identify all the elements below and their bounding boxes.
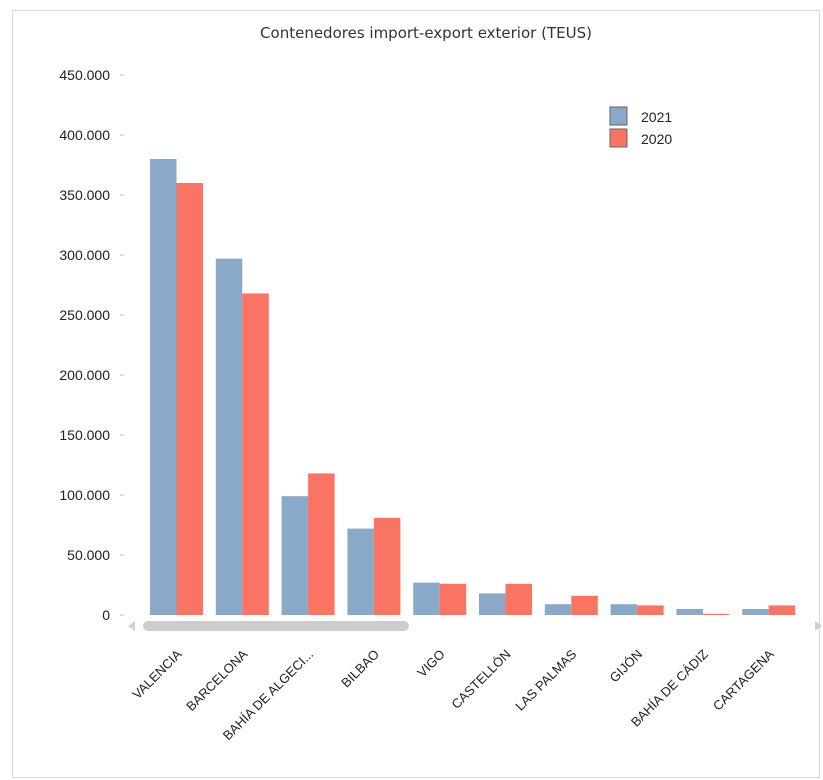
legend: 2021 2020 xyxy=(609,106,672,148)
x-tick-label: BILBAO xyxy=(338,647,382,691)
bar-2021-9[interactable] xyxy=(676,609,703,615)
chart-title: Contenedores import-export exterior (TEU… xyxy=(260,24,592,42)
y-tick-label: 0 xyxy=(102,607,110,623)
y-tick-label: 400.000 xyxy=(59,127,110,143)
x-tick-label: CARTAGENA xyxy=(710,646,777,713)
y-tick-label: 350.000 xyxy=(59,187,110,203)
legend-swatch-2021 xyxy=(609,106,628,126)
bar-2020-9[interactable] xyxy=(702,613,730,615)
y-tick-label: 100.000 xyxy=(59,487,110,503)
horizontal-scrollbar[interactable] xyxy=(128,621,822,631)
x-tick-label: VALENCIA xyxy=(129,646,185,702)
bar-2021-5[interactable] xyxy=(413,582,440,615)
bar-2020-10[interactable] xyxy=(768,605,796,615)
x-tick-label: BARCELONA xyxy=(183,646,251,714)
x-tick-label: GIJÓN xyxy=(607,647,646,686)
legend-label-2020: 2020 xyxy=(641,131,672,147)
bar-2020-1[interactable] xyxy=(176,183,204,615)
legend-swatch-2020 xyxy=(609,128,628,148)
bar-2020-7[interactable] xyxy=(571,595,598,615)
bar-2020-8[interactable] xyxy=(637,605,664,615)
chart-frame xyxy=(12,10,820,778)
y-tick-label: 50.000 xyxy=(67,547,110,563)
x-tick-label: LAS PALMAS xyxy=(512,646,579,713)
bar-2020-2[interactable] xyxy=(242,293,269,615)
scroll-left-arrow-icon[interactable] xyxy=(128,621,135,631)
bar-2021-6[interactable] xyxy=(479,593,506,615)
bar-2020-3[interactable] xyxy=(308,473,335,615)
legend-label-2021: 2021 xyxy=(641,109,672,125)
x-tick-label: VIGO xyxy=(414,647,448,681)
y-tick-label: 150.000 xyxy=(59,427,110,443)
bar-2021-7[interactable] xyxy=(544,604,572,615)
bar-2021-2[interactable] xyxy=(215,258,243,615)
y-tick-label: 250.000 xyxy=(59,307,110,323)
y-axis: 0 50.000 100.000 150.000 200.000 250.000 300.0… xyxy=(59,67,124,623)
bar-2021-10[interactable] xyxy=(742,609,769,615)
bar-2021-3[interactable] xyxy=(281,496,309,615)
bar-2021-4[interactable] xyxy=(347,528,374,615)
y-tick-label: 300.000 xyxy=(59,247,110,263)
bar-2021-8[interactable] xyxy=(610,604,638,615)
bar-2020-4[interactable] xyxy=(373,517,401,615)
y-tick-label: 200.000 xyxy=(59,367,110,383)
bar-2020-5[interactable] xyxy=(439,583,467,615)
y-tick-label: 450.000 xyxy=(59,67,110,83)
bar-2021-1[interactable] xyxy=(150,159,177,615)
bar-2020-6[interactable] xyxy=(505,583,533,615)
bars xyxy=(150,159,796,615)
scrollbar-thumb[interactable] xyxy=(143,621,409,631)
scroll-right-arrow-icon[interactable] xyxy=(815,621,822,631)
x-tick-label: CASTELLÓN xyxy=(448,647,513,712)
